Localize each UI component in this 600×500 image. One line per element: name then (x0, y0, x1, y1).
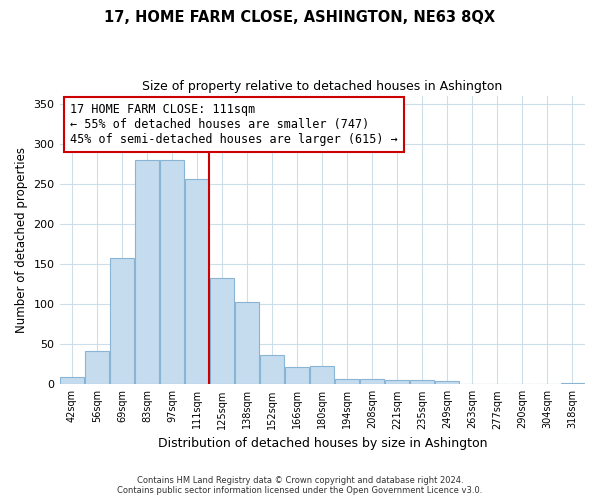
Text: Contains HM Land Registry data © Crown copyright and database right 2024.
Contai: Contains HM Land Registry data © Crown c… (118, 476, 482, 495)
Text: 17 HOME FARM CLOSE: 111sqm
← 55% of detached houses are smaller (747)
45% of sem: 17 HOME FARM CLOSE: 111sqm ← 55% of deta… (70, 103, 398, 146)
Bar (85, 350, 109, 384)
Bar (310, 366, 334, 384)
X-axis label: Distribution of detached houses by size in Ashington: Distribution of detached houses by size … (158, 437, 487, 450)
Y-axis label: Number of detached properties: Number of detached properties (15, 147, 28, 333)
Bar (361, 380, 384, 384)
Title: Size of property relative to detached houses in Ashington: Size of property relative to detached ho… (142, 80, 502, 93)
Bar (235, 302, 259, 384)
Bar (410, 380, 434, 384)
Bar (335, 378, 359, 384)
Bar (60, 377, 84, 384)
Bar (185, 179, 209, 384)
Bar (560, 382, 584, 384)
Bar (135, 160, 159, 384)
Bar (260, 356, 284, 384)
Bar (210, 278, 234, 384)
Text: 17, HOME FARM CLOSE, ASHINGTON, NE63 8QX: 17, HOME FARM CLOSE, ASHINGTON, NE63 8QX (104, 10, 496, 25)
Bar (436, 381, 459, 384)
Bar (286, 366, 309, 384)
Bar (385, 380, 409, 384)
Bar (110, 258, 134, 384)
Bar (160, 160, 184, 384)
